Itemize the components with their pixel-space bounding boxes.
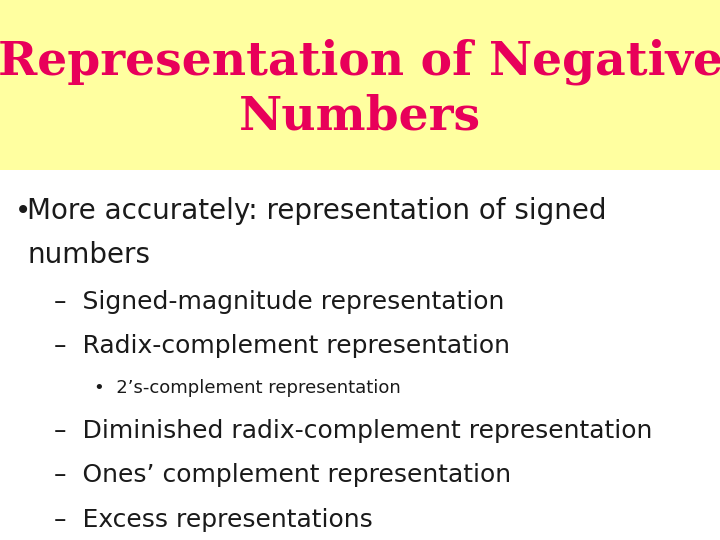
Text: –  Diminished radix-complement representation: – Diminished radix-complement representa… [54,419,652,443]
Text: Numbers: Numbers [239,93,481,139]
Text: –  Radix-complement representation: – Radix-complement representation [54,334,510,359]
Text: –  Excess representations: – Excess representations [54,508,373,531]
Text: More accurately: representation of signed: More accurately: representation of signe… [27,197,607,225]
Text: •: • [14,197,31,225]
Text: numbers: numbers [27,241,150,269]
Text: Representation of Negative: Representation of Negative [0,38,720,85]
Text: •  2’s-complement representation: • 2’s-complement representation [94,379,400,397]
Bar [0,0,720,170]
Text: –  Ones’ complement representation: – Ones’ complement representation [54,463,511,487]
Text: –  Signed-magnitude representation: – Signed-magnitude representation [54,290,505,314]
